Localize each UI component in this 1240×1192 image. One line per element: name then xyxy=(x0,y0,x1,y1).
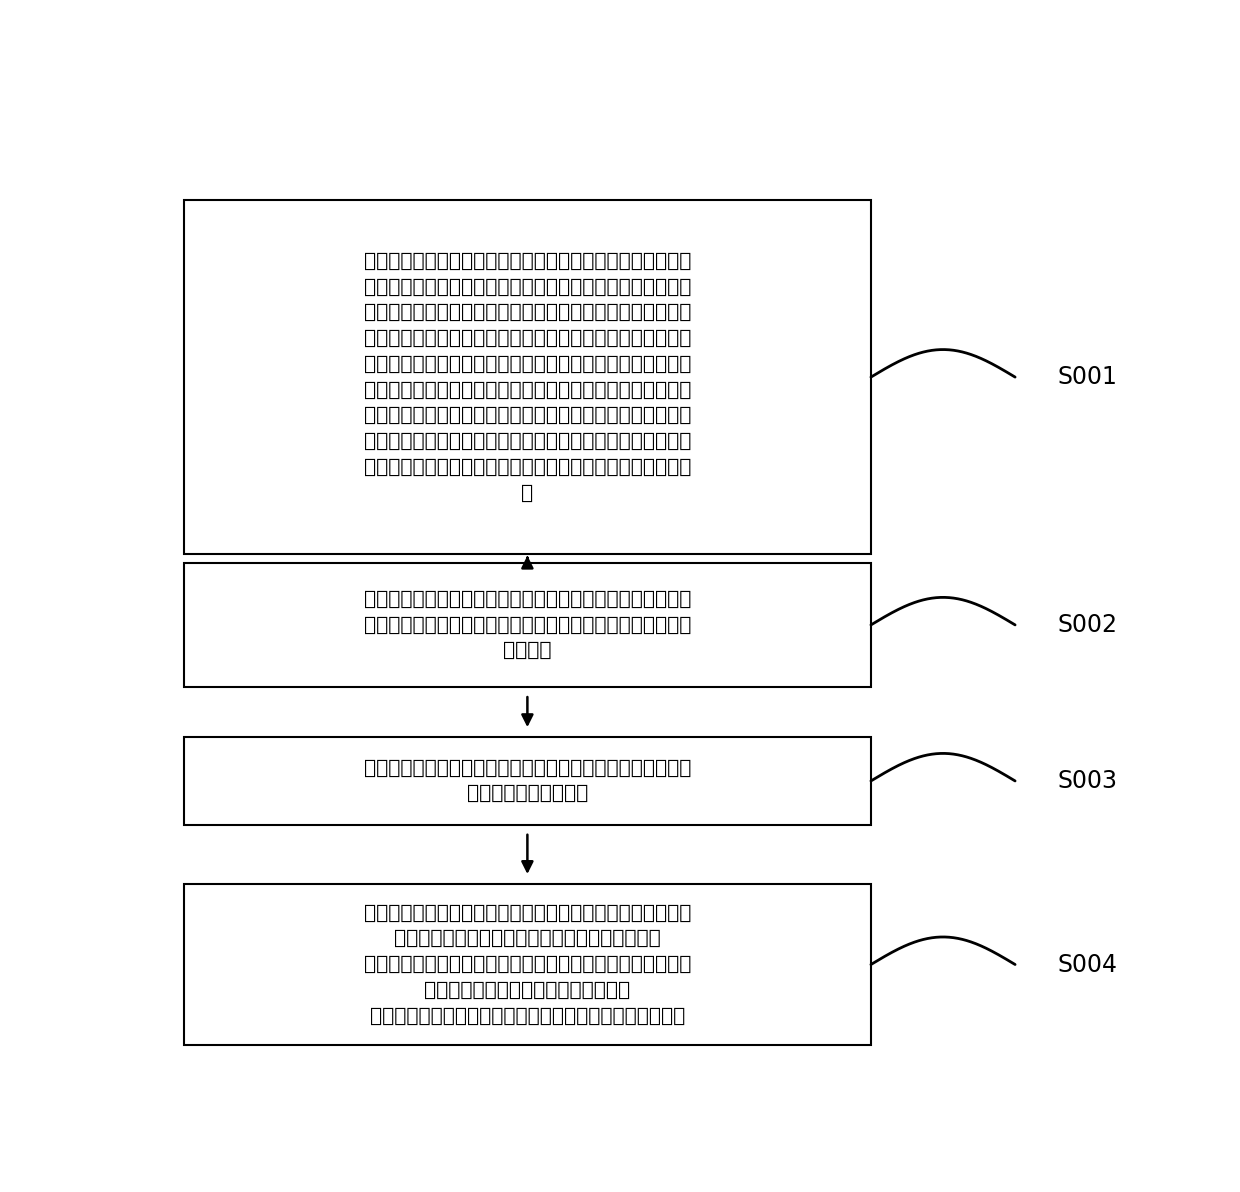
FancyBboxPatch shape xyxy=(184,738,870,825)
Text: S002: S002 xyxy=(1058,613,1117,637)
FancyBboxPatch shape xyxy=(184,884,870,1045)
FancyBboxPatch shape xyxy=(184,563,870,687)
Text: 在所述距离信号量对照表中获取一组所述距离信号量数据，计
算待测物的参照电压值: 在所述距离信号量对照表中获取一组所述距离信号量数据，计 算待测物的参照电压值 xyxy=(363,758,691,803)
Text: 若参照电压值与待测物第二电压值的差值大于预设的电压阈值
，则从距离信号量对照表中获取另一组距离信号量
数据，执行计算步骤；若参照电压值与待测物第二电压值的差
值: 若参照电压值与待测物第二电压值的差值大于预设的电压阈值 ，则从距离信号量对照表中… xyxy=(363,904,691,1025)
Text: 获取距离信号量对照表，所述距离信号量对照表存储了至少一
组距离信号量数据，每组所述距离信号量数据包括样本距离值
和样本电压值，所述样本距离值为被测试的样本与所述: 获取距离信号量对照表，所述距离信号量对照表存储了至少一 组距离信号量数据，每组所… xyxy=(363,252,691,503)
FancyBboxPatch shape xyxy=(184,200,870,554)
Text: S004: S004 xyxy=(1058,952,1117,976)
Text: 所述距离传感器对待测物进行检测，得到所述待测物的待测物
电压值，所述待测物电压值包括待测物第一电压值和待测物第
二电压值: 所述距离传感器对待测物进行检测，得到所述待测物的待测物 电压值，所述待测物电压值… xyxy=(363,590,691,660)
Text: S003: S003 xyxy=(1058,769,1117,793)
Text: S001: S001 xyxy=(1058,365,1117,389)
